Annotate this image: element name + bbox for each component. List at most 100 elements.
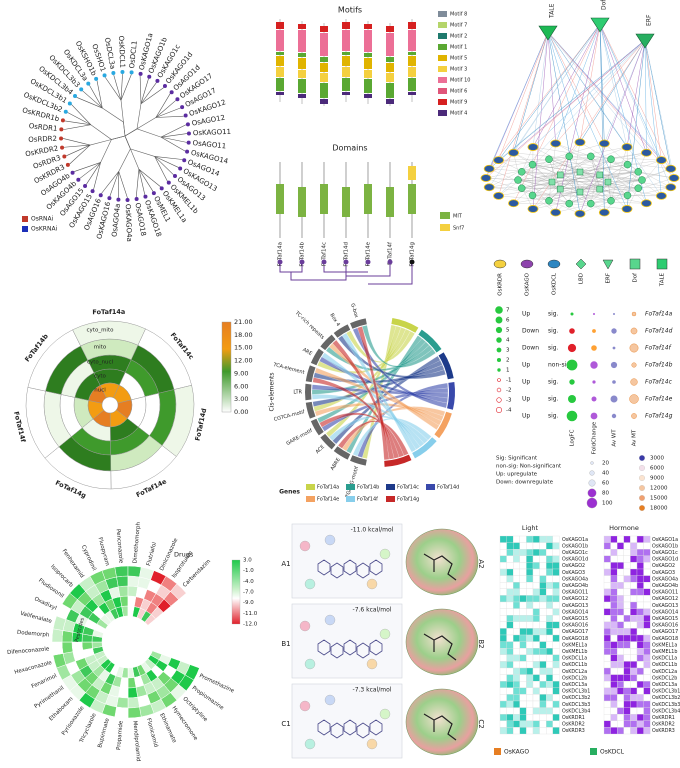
legend-label: 12000 bbox=[650, 486, 668, 492]
leaf-dot bbox=[90, 189, 95, 194]
hormone-cell bbox=[617, 615, 624, 622]
hormone-cell bbox=[623, 707, 631, 715]
colorbar-label: -9.0 bbox=[243, 600, 254, 606]
row-label: OsKDCL2a bbox=[652, 669, 677, 675]
hormone-cell bbox=[636, 634, 644, 642]
light-cell bbox=[506, 720, 514, 728]
hormone-cell bbox=[623, 595, 631, 603]
row-label: OsKAGO14 bbox=[652, 609, 678, 615]
leaf-dot bbox=[102, 73, 107, 78]
hormone-cell bbox=[623, 720, 631, 728]
light-cell bbox=[513, 575, 520, 583]
element-label: LTR bbox=[293, 390, 302, 396]
light-cell bbox=[552, 727, 560, 735]
row-label: OsKRDR1 bbox=[562, 715, 585, 721]
light-cell bbox=[526, 588, 534, 596]
hormone-cell bbox=[617, 621, 624, 629]
light-cell bbox=[532, 661, 540, 669]
light-cell bbox=[519, 588, 527, 596]
light-cell bbox=[532, 535, 540, 543]
hormone-cell bbox=[636, 674, 644, 682]
network-node bbox=[517, 184, 526, 192]
legend-label: OsKDCL bbox=[552, 272, 558, 295]
light-cell bbox=[552, 661, 560, 669]
hormone-cell bbox=[636, 568, 644, 576]
hormone-cell bbox=[603, 694, 611, 702]
light-cell bbox=[506, 582, 514, 589]
hormone-cell bbox=[630, 634, 638, 642]
network-edge bbox=[599, 171, 639, 176]
light-cell bbox=[499, 575, 507, 583]
light-cell bbox=[506, 707, 514, 715]
hormone-cell bbox=[643, 681, 651, 688]
hormone-cell bbox=[617, 687, 624, 695]
network-edge bbox=[560, 164, 628, 176]
hormone-cell bbox=[610, 568, 618, 576]
hormone-cell bbox=[623, 681, 631, 688]
light-cell bbox=[546, 588, 553, 596]
legend-swatch bbox=[590, 748, 597, 755]
network-edge bbox=[547, 31, 647, 153]
light-cell bbox=[506, 568, 514, 576]
light-cell bbox=[552, 700, 560, 708]
hormone-cell bbox=[636, 628, 644, 636]
leaf-dot bbox=[162, 84, 167, 89]
leaf-dot bbox=[159, 186, 164, 191]
light-cell bbox=[506, 628, 514, 636]
color-legend-dot bbox=[639, 495, 645, 501]
light-cell bbox=[506, 595, 514, 603]
panel-title: Motifs bbox=[338, 6, 362, 15]
light-cell bbox=[526, 615, 534, 622]
element-arc bbox=[333, 446, 351, 460]
light-cell bbox=[539, 720, 547, 728]
network-edge bbox=[532, 146, 612, 160]
legend-swatch bbox=[440, 212, 450, 219]
light-cell bbox=[499, 582, 507, 589]
light-cell bbox=[532, 549, 540, 556]
hormone-cell bbox=[636, 667, 644, 675]
light-cell bbox=[519, 634, 527, 642]
network-edge bbox=[579, 39, 646, 143]
light-cell bbox=[552, 667, 560, 675]
motif-box bbox=[342, 92, 350, 95]
light-cell bbox=[532, 562, 540, 570]
regulation-label: Up bbox=[522, 413, 530, 420]
hormone-cell bbox=[630, 700, 638, 708]
light-cell bbox=[499, 634, 507, 642]
scale-dot bbox=[496, 387, 502, 393]
leaf-dot bbox=[182, 158, 187, 163]
light-cell bbox=[532, 575, 540, 583]
leaf-dot bbox=[129, 70, 134, 75]
network-node bbox=[596, 171, 604, 179]
light-cell bbox=[519, 542, 527, 550]
leaf-dot bbox=[98, 193, 103, 198]
hormone-cell bbox=[643, 687, 651, 695]
row-label: OsKAGO1b bbox=[562, 543, 588, 549]
row-label: OsKAGO18 bbox=[652, 636, 678, 642]
legend-label: 40 bbox=[602, 471, 609, 477]
tree-branch bbox=[67, 112, 91, 126]
light-cell bbox=[506, 608, 514, 616]
network-node bbox=[480, 174, 492, 182]
hormone-cell bbox=[610, 562, 618, 570]
residue bbox=[379, 628, 391, 640]
legend-label: OsKRNAi bbox=[31, 226, 58, 233]
leaf-label: OsRDR1 bbox=[28, 122, 57, 133]
colorbar-label: 3.0 bbox=[243, 558, 252, 564]
legend-label: FoTaf14a bbox=[317, 485, 339, 491]
light-cell bbox=[519, 608, 527, 616]
hormone-cell bbox=[617, 568, 624, 576]
leaf-dot bbox=[70, 170, 75, 175]
leaf-label: OsDCL1 bbox=[128, 40, 139, 68]
leaf-dot bbox=[147, 74, 152, 79]
network-edge bbox=[644, 39, 662, 196]
light-cell bbox=[519, 582, 527, 589]
network-edge bbox=[521, 146, 628, 189]
network-edge bbox=[498, 159, 550, 196]
light-cell bbox=[526, 555, 534, 563]
light-cell bbox=[552, 628, 560, 636]
light-cell bbox=[539, 555, 547, 563]
color-legend-dot bbox=[639, 465, 645, 471]
hormone-cell bbox=[630, 555, 638, 563]
light-cell bbox=[546, 727, 553, 735]
